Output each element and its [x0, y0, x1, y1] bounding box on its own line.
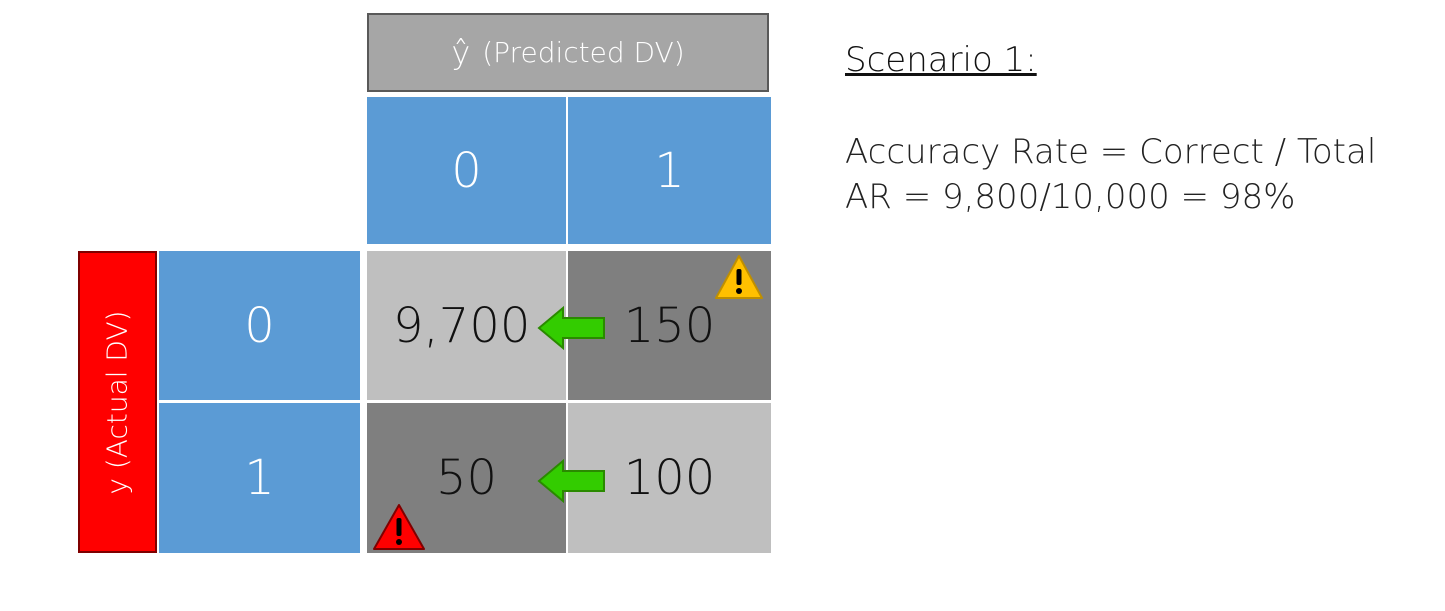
cell-true-positive: 100 — [568, 403, 771, 553]
actual-row-1: 1 — [159, 403, 360, 553]
green-left-arrow-icon — [537, 459, 605, 503]
red-warning-icon — [373, 504, 425, 550]
cell-true-negative-value: 9,700 — [393, 297, 531, 354]
actual-dv-header: y (Actual DV) — [78, 251, 157, 553]
cell-true-negative: 9,700 — [367, 251, 566, 400]
cell-false-positive-value: 150 — [623, 297, 716, 354]
accuracy-rate-formula: Accuracy Rate = Correct / Total — [845, 132, 1377, 172]
cell-true-positive-value: 100 — [623, 450, 716, 506]
actual-row-0: 0 — [159, 251, 360, 400]
accuracy-rate-calculation: AR = 9,800/10,000 = 98% — [845, 177, 1296, 217]
pred-col-0: 0 — [367, 97, 566, 244]
predicted-dv-label: (Predicted DV) — [482, 36, 685, 69]
actual-dv-label: y (Actual DV) — [101, 309, 135, 495]
cell-false-negative-value: 50 — [435, 450, 498, 506]
pred-col-1: 1 — [568, 97, 771, 244]
scenario-title: Scenario 1: — [845, 40, 1037, 80]
y-hat-symbol: ŷ — [451, 33, 471, 72]
yellow-warning-icon — [715, 255, 763, 299]
green-left-arrow-icon — [537, 306, 605, 350]
predicted-dv-header: ŷ (Predicted DV) — [367, 13, 769, 92]
